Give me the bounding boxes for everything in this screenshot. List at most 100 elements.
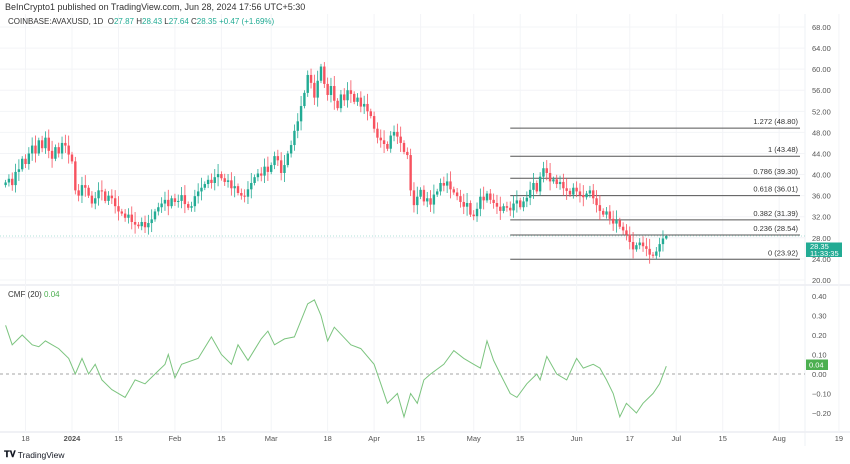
- candle-body: [233, 186, 236, 189]
- candle-body: [585, 193, 588, 198]
- candle-body: [183, 195, 187, 205]
- candle-body: [123, 213, 127, 218]
- candle-body: [462, 201, 465, 207]
- candle-body: [110, 195, 114, 199]
- candle-body: [289, 145, 293, 154]
- candle-body: [34, 145, 37, 154]
- candle-body: [528, 189, 532, 198]
- price-tick-label: 64.00: [812, 44, 831, 53]
- candle-body: [170, 198, 173, 207]
- high-value: 28.43: [142, 17, 163, 26]
- candle-body: [80, 185, 84, 196]
- candle-body: [90, 195, 94, 204]
- candle-body: [449, 181, 452, 190]
- candle-body: [319, 66, 323, 81]
- cmf-value: 0.04: [44, 290, 60, 299]
- candle-body: [70, 154, 74, 162]
- time-tick-label: 18: [323, 434, 331, 443]
- candle-body: [602, 210, 605, 215]
- candle-body: [426, 198, 429, 202]
- publish-info: BeInCrypto1 published on TradingView.com…: [5, 2, 306, 12]
- candle-body: [77, 190, 80, 196]
- candle-body: [625, 230, 628, 235]
- candle-body: [535, 182, 538, 192]
- candle-body: [545, 168, 548, 173]
- candle-body: [326, 83, 329, 95]
- candle-body: [107, 195, 110, 201]
- candle-body: [206, 179, 210, 185]
- candle-body: [130, 214, 133, 222]
- low-label: L: [164, 17, 169, 26]
- candle-body: [396, 131, 399, 137]
- badges: 28.35 11:33:35 0.04: [806, 242, 842, 370]
- candle-body: [100, 190, 104, 192]
- candle-body: [575, 187, 578, 192]
- candle-body: [641, 242, 645, 247]
- candle-body: [432, 194, 436, 205]
- time-tick-label: 15: [416, 434, 424, 443]
- candle-body: [270, 165, 273, 172]
- candle-body: [173, 198, 177, 202]
- cmf-tick-label: 0.30: [812, 312, 827, 321]
- candle-body: [113, 198, 117, 207]
- axes: 68.00 64.00 60.00 56.00 52.00 48.00 44.00 40.00…: [21, 23, 843, 443]
- time-tick-label: Jun: [571, 434, 583, 443]
- candle-body: [635, 245, 638, 250]
- candle-body: [343, 94, 346, 101]
- candle-body: [429, 198, 432, 205]
- candle-body: [349, 90, 353, 94]
- price-badge-countdown: 11:33:35: [810, 249, 839, 258]
- candle-body: [30, 145, 34, 154]
- close-value: 28.35: [196, 17, 217, 26]
- candle-body: [87, 187, 90, 196]
- candle-body: [562, 181, 565, 189]
- candle-body: [4, 182, 7, 186]
- price-tick-label: 28.00: [812, 234, 831, 243]
- candle-body: [655, 251, 658, 256]
- candle-body: [250, 182, 253, 190]
- price-tick-label: 20.00: [812, 276, 831, 285]
- candle-body: [316, 80, 319, 98]
- candle-body: [382, 140, 386, 144]
- candle-body: [160, 203, 163, 208]
- price-tick-label: 48.00: [812, 128, 831, 137]
- fibonacci-levels: 1.272 (48.80) 1 (43.48) 0.786 (39.30) 0.618…: [510, 117, 800, 260]
- candle-body: [260, 173, 263, 176]
- candle-body: [140, 221, 143, 227]
- candle-body: [64, 142, 67, 146]
- candle-body: [459, 196, 462, 202]
- candle-body: [200, 187, 203, 192]
- candle-body: [555, 179, 558, 185]
- candle-body: [621, 226, 625, 231]
- candle-body: [578, 191, 582, 196]
- tradingview-logo[interactable]: 𝐓𝐕 TradingView: [4, 449, 65, 460]
- candle-body: [485, 193, 489, 201]
- grid: [0, 14, 850, 446]
- fib-level-label: 0.236 (28.54): [753, 224, 798, 233]
- cmf-tick-label: 0.00: [812, 370, 827, 379]
- candle-body: [522, 201, 525, 208]
- candle-body: [256, 173, 260, 178]
- candle-body: [611, 218, 615, 224]
- cmf-legend[interactable]: CMF (20) 0.04: [8, 290, 60, 299]
- candle-body: [661, 238, 665, 245]
- price-tick-label: 32.00: [812, 213, 831, 222]
- close-label: C: [191, 17, 197, 26]
- candle-body: [14, 171, 17, 186]
- tradingview-logo-icon: 𝐓𝐕: [4, 449, 16, 459]
- cmf-tick-label: −0.10: [812, 390, 831, 399]
- price-tick-label: 44.00: [812, 149, 831, 158]
- candle-body: [353, 93, 356, 102]
- time-tick-label: 15: [217, 434, 225, 443]
- candle-body: [11, 178, 14, 186]
- time-tick-label: 19: [835, 434, 843, 443]
- cmf-badge-value: 0.04: [809, 361, 824, 370]
- candle-body: [220, 174, 223, 179]
- candle-body: [246, 189, 250, 197]
- cmf-tick-label: −0.20: [812, 409, 831, 418]
- candle-body: [50, 150, 54, 159]
- candle-body: [645, 246, 648, 249]
- candle-body: [436, 191, 439, 195]
- candle-body: [17, 169, 21, 172]
